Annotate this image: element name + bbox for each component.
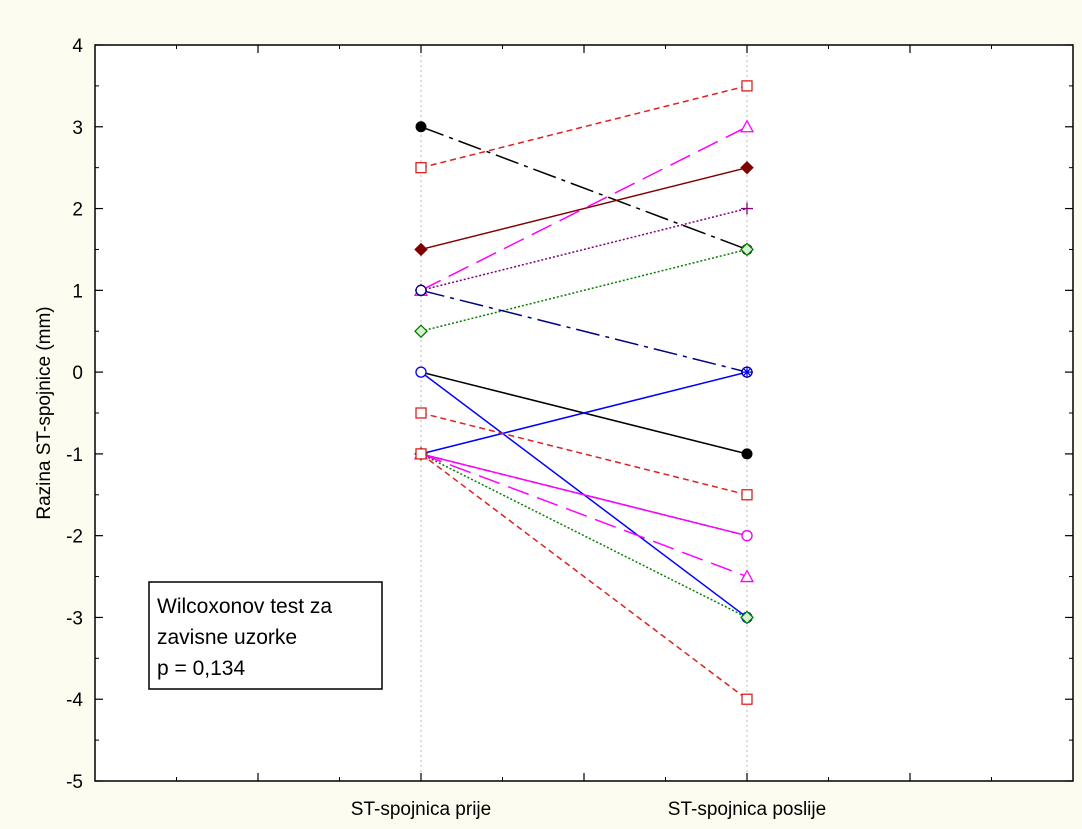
series-line <box>420 289 748 373</box>
series-marker <box>415 366 427 378</box>
series-marker <box>741 693 753 705</box>
series-line <box>420 207 748 292</box>
series-line <box>420 453 748 578</box>
series-lines <box>420 85 748 700</box>
series-line <box>420 126 748 251</box>
y-tick-label: 3 <box>72 118 83 139</box>
x-tick-label: ST-spojnica prije <box>351 799 491 820</box>
y-tick-label: 4 <box>72 36 83 57</box>
series-marker <box>415 448 427 460</box>
series-marker <box>741 366 753 379</box>
series-marker <box>415 121 427 133</box>
series-marker <box>415 284 427 296</box>
y-tick-label: -3 <box>66 608 83 629</box>
y-tick-label: -1 <box>66 445 83 466</box>
series-line <box>420 453 748 619</box>
y-tick-label: 2 <box>72 200 83 221</box>
series-marker <box>740 610 754 625</box>
series-marker <box>741 530 753 542</box>
series-line <box>420 371 748 455</box>
series-marker <box>414 242 428 257</box>
series-markers <box>413 80 755 705</box>
series-marker <box>415 407 427 419</box>
y-tick-label: -2 <box>66 527 83 548</box>
annotation-box: Wilcoxonov test za zavisne uzorke p = 0,… <box>148 581 383 690</box>
series-marker <box>415 162 427 174</box>
series-marker <box>740 242 754 257</box>
annotation-line-1: Wilcoxonov test za <box>157 595 332 618</box>
annotation-line-3: p = 0,134 <box>157 657 245 680</box>
y-axis: -5 -4 -3 -2 -1 0 1 2 3 4 <box>66 36 1073 793</box>
series-marker <box>414 324 428 339</box>
y-tick-label: 1 <box>72 281 83 302</box>
series-marker <box>740 160 754 175</box>
series-marker <box>739 569 755 583</box>
series-line <box>420 453 748 700</box>
series-marker <box>741 448 753 460</box>
x-axis: ST-spojnica prije ST-spojnica poslije <box>176 45 992 820</box>
series-marker <box>741 202 753 215</box>
series-line <box>420 453 748 537</box>
series-line <box>420 248 748 332</box>
series-line <box>420 85 748 169</box>
y-tick-label: -4 <box>66 690 83 711</box>
series-marker <box>739 119 755 133</box>
y-tick-label: -5 <box>66 772 83 793</box>
annotation-line-2: zavisne uzorke <box>157 626 297 649</box>
series-marker <box>741 80 753 92</box>
series-line <box>420 166 748 251</box>
y-axis-title: Razina ST-spojnice (mm) <box>34 306 55 519</box>
x-tick-label: ST-spojnica poslije <box>668 799 826 820</box>
y-tick-label: 0 <box>72 363 83 384</box>
series-marker <box>741 489 753 501</box>
series-line <box>420 412 748 496</box>
